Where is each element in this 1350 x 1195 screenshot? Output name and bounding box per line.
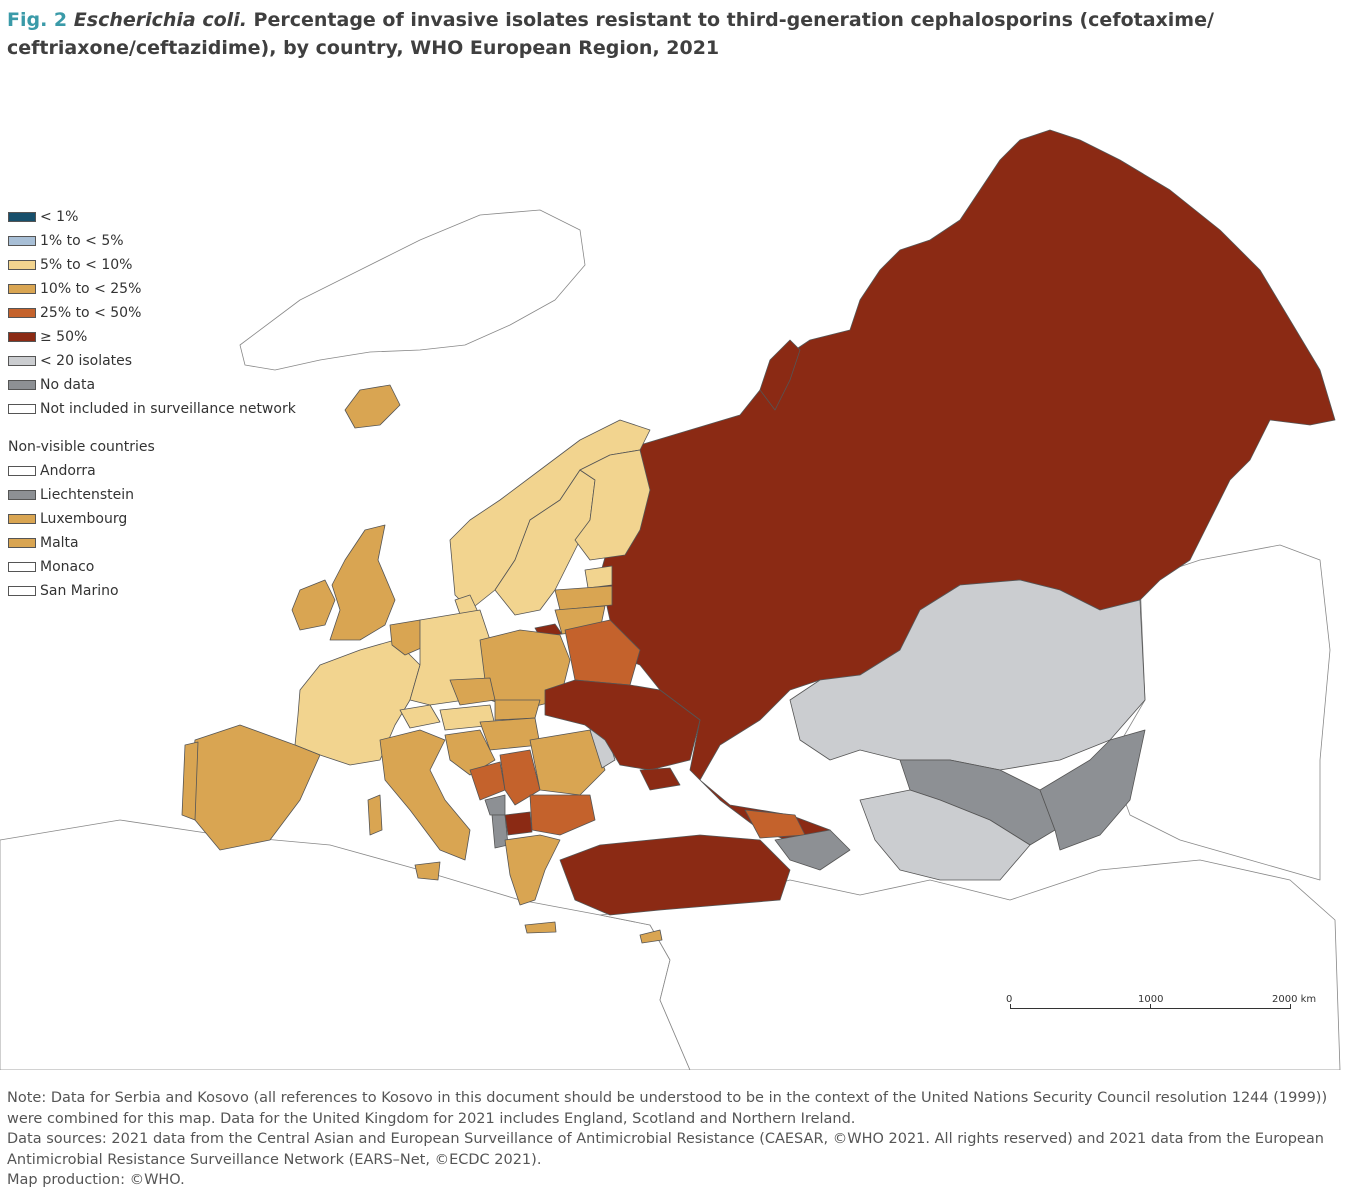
nonvisible-label: Malta — [40, 535, 79, 551]
legend-label: < 1% — [40, 209, 79, 225]
country-georgia — [744, 809, 806, 839]
legend-label: 10% to < 25% — [40, 281, 142, 297]
country-cyprus — [639, 929, 663, 944]
country-kyrgyzstan-tajikistan — [1039, 729, 1146, 851]
country-ukraine — [544, 679, 701, 771]
nonvisible-item: Luxembourg — [8, 507, 296, 531]
legend-swatch — [8, 538, 36, 548]
country-russia — [599, 129, 1336, 846]
region-middle-east — [599, 859, 1341, 1070]
island-sicily — [414, 861, 441, 881]
legend-swatch — [8, 332, 36, 342]
country-belarus — [564, 619, 641, 686]
country-portugal — [181, 741, 199, 821]
legend-swatch — [8, 356, 36, 366]
title-text: Percentage of invasive isolates resistan… — [7, 9, 1214, 59]
country-switzerland — [399, 704, 441, 729]
country-serbia-kosovo — [499, 749, 541, 806]
legend-swatch — [8, 404, 36, 414]
legend-swatch — [8, 466, 36, 476]
scale-label-0: 0 — [1006, 994, 1013, 1005]
scale-tick — [1150, 1004, 1151, 1009]
island-crete — [524, 921, 557, 934]
scale-bar: 0 1000 2000 km — [1000, 994, 1330, 1024]
legend-label: No data — [40, 377, 96, 393]
country-united-kingdom — [329, 524, 396, 641]
country-slovakia — [494, 699, 541, 721]
nonvisible-label: Andorra — [40, 463, 96, 479]
scale-label-2000: 2000 km — [1272, 994, 1317, 1005]
legend-swatch — [8, 308, 36, 318]
country-italy — [379, 729, 471, 861]
country-montenegro — [484, 794, 506, 816]
nonvisible-label: Liechtenstein — [40, 487, 135, 503]
legend-swatch — [8, 212, 36, 222]
legend-swatch — [8, 260, 36, 270]
legend-item: 5% to < 10% — [8, 253, 296, 277]
legend-item: 25% to < 50% — [8, 301, 296, 325]
country-estonia — [584, 565, 613, 589]
legend-label: 1% to < 5% — [40, 233, 124, 249]
legend-item: < 20 isolates — [8, 349, 296, 373]
region-crimea — [639, 767, 681, 791]
legend-swatch — [8, 380, 36, 390]
country-romania — [529, 729, 606, 796]
country-greece — [504, 834, 561, 906]
nonvisible-heading: Non-visible countries — [8, 439, 155, 455]
figure-number: Fig. 2 — [7, 9, 68, 31]
note-map-production: Map production: ©WHO. — [7, 1172, 185, 1188]
country-finland — [574, 449, 651, 561]
island-novaya-zemlya — [759, 339, 801, 411]
country-iceland — [344, 384, 401, 429]
map-legend: < 1% 1% to < 5% 5% to < 10% 10% to < 25%… — [8, 205, 296, 603]
legend-item: 1% to < 5% — [8, 229, 296, 253]
country-armenia-azerbaijan — [774, 829, 851, 871]
legend-label: < 20 isolates — [40, 353, 133, 369]
country-turkmenistan — [859, 789, 1031, 881]
legend-item: No data — [8, 373, 296, 397]
legend-item: Not included in surveillance network — [8, 397, 296, 421]
country-kazakhstan — [789, 579, 1146, 771]
legend-swatch — [8, 514, 36, 524]
country-north-macedonia — [504, 811, 533, 836]
legend-label: 5% to < 10% — [40, 257, 133, 273]
nonvisible-item: Monaco — [8, 555, 296, 579]
legend-label: ≥ 50% — [40, 329, 88, 345]
legend-swatch — [8, 562, 36, 572]
country-bulgaria — [529, 794, 596, 836]
country-ireland — [291, 579, 336, 631]
country-latvia — [554, 585, 613, 611]
species-name: Escherichia coli. — [73, 9, 247, 31]
legend-item: ≥ 50% — [8, 325, 296, 349]
nonvisible-label: San Marino — [40, 583, 119, 599]
legend-swatch — [8, 586, 36, 596]
scale-label-1000: 1000 — [1138, 994, 1164, 1005]
map-notes: Note: Data for Serbia and Kosovo (all re… — [7, 1088, 1342, 1191]
island-sardinia — [367, 794, 383, 836]
note-serbia-kosovo: Note: Data for Serbia and Kosovo (all re… — [7, 1090, 1328, 1127]
legend-item: < 1% — [8, 205, 296, 229]
country-turkey — [559, 834, 791, 916]
legend-label: 25% to < 50% — [40, 305, 142, 321]
europe-map — [0, 129, 1341, 1070]
legend-swatch — [8, 236, 36, 246]
nonvisible-label: Luxembourg — [40, 511, 128, 527]
nonvisible-label: Monaco — [40, 559, 95, 575]
nonvisible-item: Andorra — [8, 459, 296, 483]
legend-swatch — [8, 490, 36, 500]
scale-tick — [1010, 1004, 1011, 1009]
map-title: Fig. 2 Escherichia coli. Percentage of i… — [7, 6, 1337, 62]
nonvisible-item: San Marino — [8, 579, 296, 603]
legend-item: 10% to < 25% — [8, 277, 296, 301]
nonvisible-item: Liechtenstein — [8, 483, 296, 507]
scale-tick — [1290, 1004, 1291, 1009]
country-belgium-netherlands — [389, 619, 429, 656]
region-greenland — [239, 209, 586, 371]
note-data-sources: Data sources: 2021 data from the Central… — [7, 1131, 1324, 1168]
legend-label: Not included in surveillance network — [40, 401, 296, 417]
nonvisible-item: Malta — [8, 531, 296, 555]
legend-swatch — [8, 284, 36, 294]
